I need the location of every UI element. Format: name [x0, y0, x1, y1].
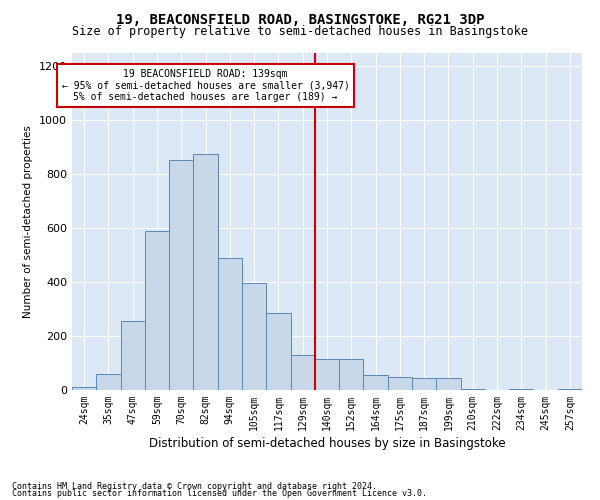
Bar — [388, 376, 412, 390]
Bar — [461, 388, 485, 390]
Bar — [509, 388, 533, 390]
Bar — [290, 355, 315, 390]
Bar — [266, 313, 290, 390]
Text: 19 BEACONSFIELD ROAD: 139sqm
← 95% of semi-detached houses are smaller (3,947)
5: 19 BEACONSFIELD ROAD: 139sqm ← 95% of se… — [62, 68, 350, 102]
Text: 19, BEACONSFIELD ROAD, BASINGSTOKE, RG21 3DP: 19, BEACONSFIELD ROAD, BASINGSTOKE, RG21… — [116, 12, 484, 26]
Bar — [436, 378, 461, 390]
Bar — [193, 154, 218, 390]
Bar — [315, 359, 339, 390]
Bar — [242, 284, 266, 390]
Bar — [121, 321, 145, 390]
Bar — [96, 374, 121, 390]
Text: Contains HM Land Registry data © Crown copyright and database right 2024.: Contains HM Land Registry data © Crown c… — [12, 482, 377, 491]
Bar — [364, 375, 388, 390]
Y-axis label: Number of semi-detached properties: Number of semi-detached properties — [23, 125, 34, 318]
Bar — [145, 230, 169, 390]
Bar — [558, 388, 582, 390]
Bar — [412, 378, 436, 390]
Bar — [169, 160, 193, 390]
Text: Contains public sector information licensed under the Open Government Licence v3: Contains public sector information licen… — [12, 490, 427, 498]
Bar — [339, 359, 364, 390]
Text: Size of property relative to semi-detached houses in Basingstoke: Size of property relative to semi-detach… — [72, 25, 528, 38]
Bar — [218, 258, 242, 390]
X-axis label: Distribution of semi-detached houses by size in Basingstoke: Distribution of semi-detached houses by … — [149, 437, 505, 450]
Bar — [72, 388, 96, 390]
